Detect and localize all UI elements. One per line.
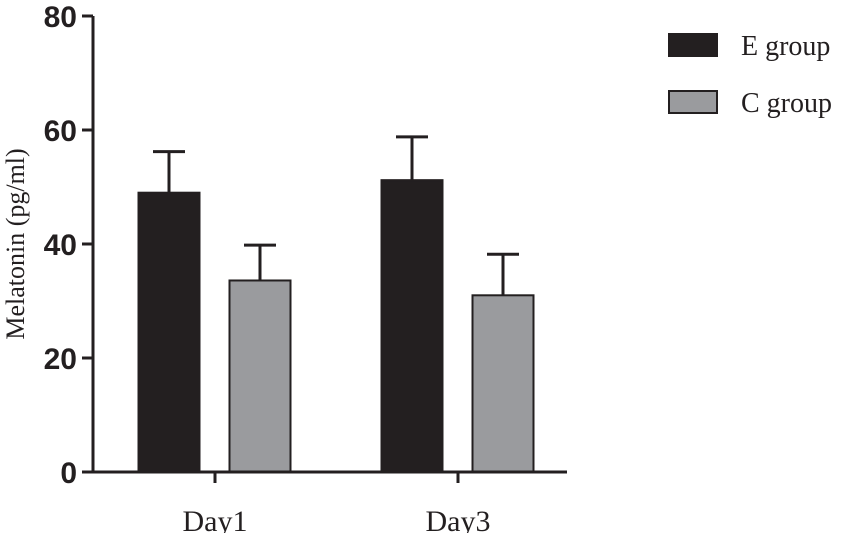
x-axis-ticks: Day1 Day3 xyxy=(183,472,491,533)
y-tick-label: 0 xyxy=(60,457,77,490)
bar xyxy=(380,179,444,473)
y-axis-title: Melatonin (pg/ml) xyxy=(1,148,30,339)
y-tick-label: 40 xyxy=(44,229,77,262)
y-tick-label: 60 xyxy=(44,115,77,148)
legend-label-e-group: E group xyxy=(741,31,830,62)
legend-label-c-group: C group xyxy=(741,88,832,119)
legend-swatch-c-group xyxy=(668,90,718,114)
bar xyxy=(137,191,201,473)
y-tick-label: 80 xyxy=(44,1,77,34)
x-tick-label: Day3 xyxy=(426,505,491,533)
y-tick-label: 20 xyxy=(44,343,77,376)
bar xyxy=(228,279,292,474)
bar xyxy=(471,294,535,473)
chart-marks xyxy=(137,135,535,474)
legend-swatch-e-group xyxy=(668,33,718,57)
y-axis-ticks: 0 20 40 60 80 xyxy=(44,1,93,490)
legend: E group C group xyxy=(668,31,832,119)
x-tick-label: Day1 xyxy=(183,505,248,533)
